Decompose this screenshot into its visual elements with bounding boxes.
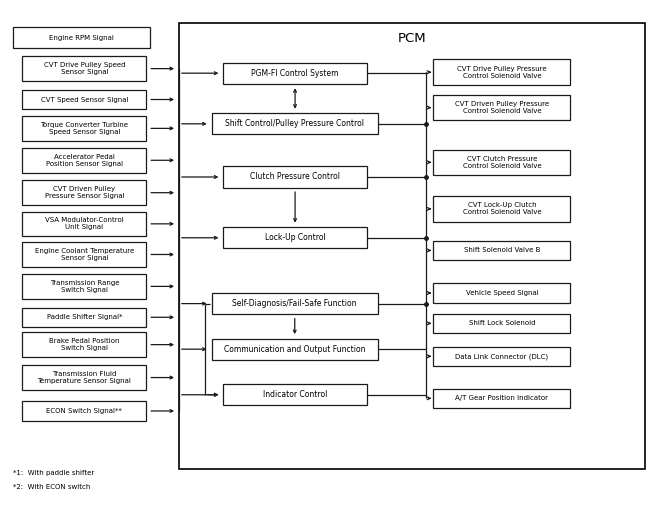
Text: PCM: PCM [398, 32, 426, 45]
Text: Transmission Fluid
Temperature Sensor Signal: Transmission Fluid Temperature Sensor Si… [38, 371, 131, 384]
FancyBboxPatch shape [212, 113, 378, 135]
Text: Clutch Pressure Control: Clutch Pressure Control [250, 173, 340, 181]
FancyBboxPatch shape [434, 196, 570, 222]
Text: CVT Speed Sensor Signal: CVT Speed Sensor Signal [41, 96, 128, 102]
FancyBboxPatch shape [434, 314, 570, 333]
Text: *2:  With ECON switch: *2: With ECON switch [13, 484, 90, 490]
Text: Lock-Up Control: Lock-Up Control [265, 233, 326, 242]
FancyBboxPatch shape [434, 241, 570, 260]
FancyBboxPatch shape [434, 347, 570, 366]
FancyBboxPatch shape [22, 332, 146, 357]
FancyBboxPatch shape [13, 27, 149, 48]
Text: VSA Modulator-Control
Unit Signal: VSA Modulator-Control Unit Signal [45, 217, 124, 230]
Text: A/T Gear Position Indicator: A/T Gear Position Indicator [455, 395, 548, 401]
FancyBboxPatch shape [22, 116, 146, 141]
Text: Communication and Output Function: Communication and Output Function [224, 345, 365, 354]
FancyBboxPatch shape [434, 283, 570, 303]
FancyBboxPatch shape [212, 338, 378, 360]
FancyBboxPatch shape [22, 90, 146, 109]
Text: Vehicle Speed Signal: Vehicle Speed Signal [465, 290, 538, 296]
Text: Self-Diagnosis/Fail-Safe Function: Self-Diagnosis/Fail-Safe Function [232, 299, 357, 308]
Text: Accelerator Pedal
Position Sensor Signal: Accelerator Pedal Position Sensor Signal [46, 154, 123, 167]
Text: CVT Drive Pulley Speed
Sensor Signal: CVT Drive Pulley Speed Sensor Signal [43, 62, 125, 75]
Text: Shift Lock Solenoid: Shift Lock Solenoid [468, 321, 535, 326]
FancyBboxPatch shape [223, 227, 367, 248]
FancyBboxPatch shape [223, 166, 367, 187]
Text: Data Link Connector (DLC): Data Link Connector (DLC) [455, 353, 549, 359]
Text: PGM-FI Control System: PGM-FI Control System [251, 69, 339, 78]
Text: CVT Driven Pulley Pressure
Control Solenoid Valve: CVT Driven Pulley Pressure Control Solen… [455, 101, 549, 114]
FancyBboxPatch shape [22, 401, 146, 420]
FancyBboxPatch shape [223, 62, 367, 84]
Text: CVT Driven Pulley
Pressure Sensor Signal: CVT Driven Pulley Pressure Sensor Signal [45, 186, 124, 199]
Text: CVT Lock-Up Clutch
Control Solenoid Valve: CVT Lock-Up Clutch Control Solenoid Valv… [463, 202, 542, 216]
Text: Paddle Shifter Signal*: Paddle Shifter Signal* [47, 314, 122, 321]
Text: Engine RPM Signal: Engine RPM Signal [49, 35, 114, 41]
Text: *1:  With paddle shifter: *1: With paddle shifter [13, 470, 94, 476]
Text: CVT Drive Pulley Pressure
Control Solenoid Valve: CVT Drive Pulley Pressure Control Soleno… [457, 66, 547, 79]
FancyBboxPatch shape [22, 212, 146, 236]
Text: Torque Converter Turbine
Speed Sensor Signal: Torque Converter Turbine Speed Sensor Si… [40, 122, 128, 135]
FancyBboxPatch shape [179, 23, 645, 468]
Text: Shift Solenoid Valve B: Shift Solenoid Valve B [464, 247, 540, 253]
FancyBboxPatch shape [434, 389, 570, 408]
FancyBboxPatch shape [22, 365, 146, 390]
Text: ECON Switch Signal**: ECON Switch Signal** [47, 408, 122, 414]
FancyBboxPatch shape [212, 293, 378, 314]
FancyBboxPatch shape [22, 56, 146, 81]
Text: Indicator Control: Indicator Control [263, 390, 327, 399]
FancyBboxPatch shape [434, 59, 570, 85]
FancyBboxPatch shape [22, 180, 146, 205]
Text: CVT Clutch Pressure
Control Solenoid Valve: CVT Clutch Pressure Control Solenoid Val… [463, 156, 542, 169]
FancyBboxPatch shape [223, 384, 367, 406]
Text: Brake Pedal Position
Switch Signal: Brake Pedal Position Switch Signal [49, 338, 120, 351]
Text: Engine Coolant Temperature
Sensor Signal: Engine Coolant Temperature Sensor Signal [35, 248, 134, 261]
Text: Transmission Range
Switch Signal: Transmission Range Switch Signal [49, 280, 119, 293]
FancyBboxPatch shape [22, 242, 146, 267]
FancyBboxPatch shape [434, 95, 570, 120]
FancyBboxPatch shape [22, 308, 146, 327]
FancyBboxPatch shape [22, 147, 146, 173]
Text: Shift Control/Pulley Pressure Control: Shift Control/Pulley Pressure Control [225, 119, 365, 129]
FancyBboxPatch shape [434, 150, 570, 175]
FancyBboxPatch shape [22, 274, 146, 299]
